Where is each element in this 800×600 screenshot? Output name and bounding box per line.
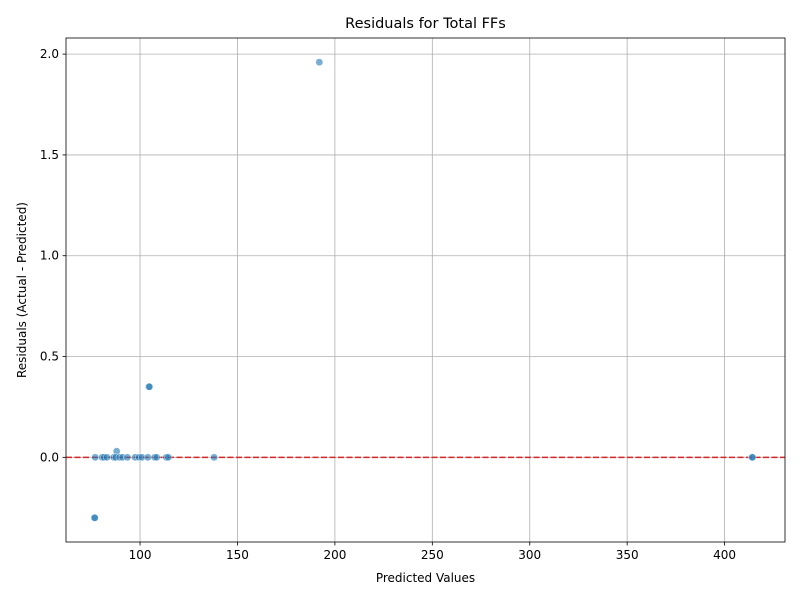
- y-tick-label: 1.5: [40, 148, 59, 162]
- data-point: [748, 453, 757, 462]
- data-point: [90, 513, 99, 522]
- grid-lines: [66, 38, 785, 542]
- x-tick-label: 400: [713, 548, 736, 562]
- data-point: [143, 453, 152, 462]
- x-axis-ticks: 100 150 200 250 300 350 400: [129, 542, 736, 562]
- x-tick-label: 300: [518, 548, 541, 562]
- x-tick-label: 200: [323, 548, 346, 562]
- chart-title: Residuals for Total FFs: [345, 16, 506, 32]
- data-point: [123, 453, 132, 462]
- x-tick-label: 150: [226, 548, 249, 562]
- y-axis-ticks: 0.0 0.5 1.0 1.5 2.0: [40, 47, 66, 464]
- x-tick-label: 350: [616, 548, 639, 562]
- y-tick-label: 2.0: [40, 47, 59, 61]
- data-point: [210, 453, 218, 462]
- data-points: [90, 58, 757, 522]
- data-point: [145, 382, 154, 391]
- plot-frame: [65, 37, 786, 543]
- data-point: [103, 453, 111, 462]
- x-axis-title: Predicted Values: [376, 571, 475, 585]
- data-point: [91, 453, 100, 462]
- x-tick-label: 100: [129, 548, 152, 562]
- y-tick-label: 1.0: [40, 249, 59, 263]
- data-point: [152, 453, 161, 462]
- data-point: [164, 453, 173, 462]
- y-tick-label: 0.5: [40, 350, 59, 364]
- x-tick-label: 250: [421, 548, 444, 562]
- data-point: [315, 58, 324, 67]
- y-axis-title: Residuals (Actual - Predicted): [15, 202, 29, 378]
- y-tick-label: 0.0: [40, 450, 59, 464]
